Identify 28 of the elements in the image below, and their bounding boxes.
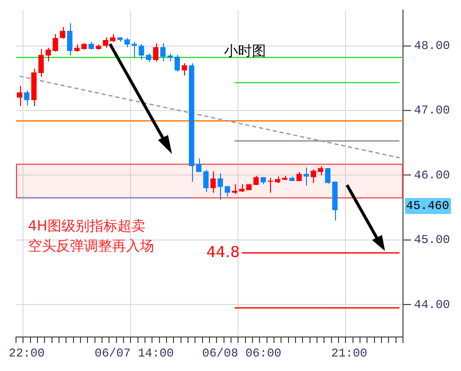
candlestick bbox=[67, 22, 72, 56]
candlestick bbox=[60, 26, 66, 40]
y-tick-label: 47.00 bbox=[414, 104, 450, 118]
y-tick-label: 44.00 bbox=[414, 298, 450, 312]
y-tick-label: 46.00 bbox=[414, 168, 450, 182]
series-label: 44.8 bbox=[206, 242, 240, 261]
candlestick bbox=[318, 166, 324, 176]
x-tick-label: 22:00 bbox=[8, 346, 45, 360]
x-tick-label: 06/07 14:00 bbox=[94, 346, 174, 360]
y-tick-label: 48.00 bbox=[414, 38, 450, 53]
annotation: 4H图级别指标超卖 bbox=[28, 218, 146, 235]
candlestick bbox=[268, 177, 274, 194]
x-tick-label: 06/08 06:00 bbox=[202, 346, 282, 360]
x-tick-label: 21:00 bbox=[331, 346, 368, 360]
candlestick bbox=[182, 62, 188, 76]
candlestick bbox=[16, 85, 22, 106]
candlestick bbox=[253, 175, 259, 186]
candlestick bbox=[153, 42, 158, 62]
candlestick bbox=[138, 43, 144, 60]
annotation: 小时图 bbox=[224, 44, 266, 60]
text: 45.460 bbox=[406, 199, 450, 214]
y-tick-label: 45.00 bbox=[414, 233, 450, 248]
annotation: 空头反弹调整再入场 bbox=[28, 238, 154, 255]
candlestick bbox=[24, 90, 30, 106]
candlestick bbox=[304, 166, 309, 186]
candlestick bbox=[310, 168, 316, 184]
candlestick bbox=[210, 170, 216, 194]
candlestick bbox=[160, 42, 166, 62]
